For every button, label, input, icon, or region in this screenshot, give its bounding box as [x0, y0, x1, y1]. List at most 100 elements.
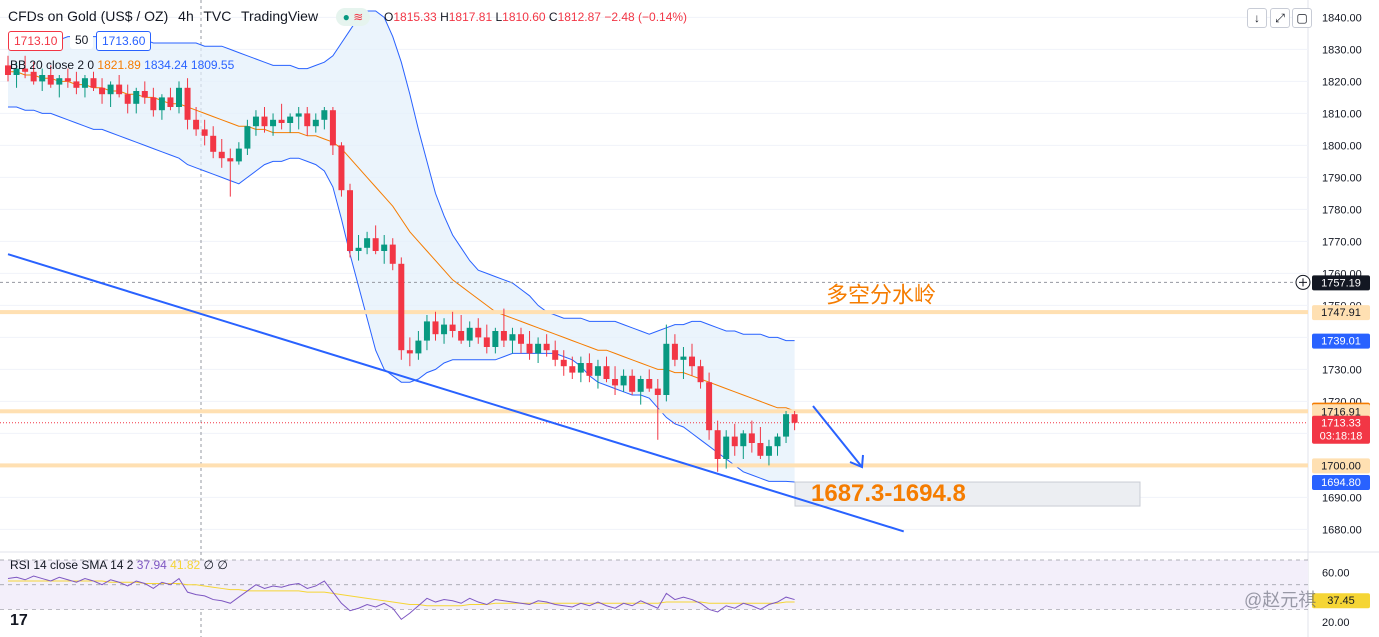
interval-label[interactable]: 4h	[178, 8, 194, 24]
author-watermark: @赵元祺	[1244, 590, 1317, 610]
candle-body	[637, 379, 644, 392]
price-tag	[1312, 458, 1370, 474]
y-tick-label: 1800.00	[1322, 140, 1362, 152]
candle-body	[150, 97, 157, 111]
chart-header: CFDs on Gold (US$ / OZ) 4h TVC TradingVi…	[8, 8, 324, 24]
candle-body	[791, 414, 798, 423]
candle-body	[629, 375, 636, 392]
candle-body	[654, 388, 661, 395]
candle-body	[30, 71, 37, 82]
candle-body	[287, 116, 294, 123]
target-zone-label: 1687.3-1694.8	[811, 480, 966, 507]
rsi-na-2: ∅	[217, 558, 228, 572]
candle-body	[765, 446, 772, 456]
bb-name: BB	[10, 58, 27, 72]
scroll-down-icon[interactable]: ↓	[1247, 8, 1267, 28]
bb-legend[interactable]: BB 20 close 2 0 1821.89 1834.24 1809.55	[10, 58, 234, 72]
candle-body	[193, 119, 200, 130]
candle-body	[535, 343, 542, 354]
y-tick-label: 1730.00	[1322, 364, 1362, 376]
buy-price-button[interactable]: 1713.60	[96, 31, 152, 51]
restore-icon[interactable]: ▢	[1292, 8, 1312, 28]
candle-body	[671, 343, 678, 360]
candle-body	[748, 433, 755, 443]
candle-body	[740, 433, 747, 447]
y-tick-label: 1790.00	[1322, 172, 1362, 184]
candle-body	[295, 113, 302, 117]
candle-body	[518, 334, 524, 344]
spread-label: 50	[70, 31, 94, 49]
candle-body	[56, 78, 63, 85]
candle-body	[124, 94, 131, 104]
support-resistance-level	[0, 310, 1308, 315]
rsi-params: 14 close SMA 14 2	[33, 558, 134, 572]
forecast-arrow	[812, 405, 863, 468]
rsi-na-1: ∅	[203, 558, 214, 572]
fullscreen-icon[interactable]: ⤢	[1270, 8, 1290, 28]
rsi-legend[interactable]: RSI 14 close SMA 14 2 37.94 41.82 ∅ ∅	[10, 558, 228, 572]
candle-body	[64, 78, 71, 82]
candle-body	[398, 263, 405, 351]
tradingview-logo-icon[interactable]: 17	[10, 612, 28, 629]
candle-body	[312, 119, 319, 127]
candle-body	[552, 350, 559, 360]
close-value: 1812.87	[557, 10, 601, 24]
candle-body	[22, 68, 29, 72]
candle-body	[235, 148, 242, 162]
candle-body	[227, 158, 234, 162]
candle-body	[406, 350, 413, 354]
downtrend-line	[7, 253, 905, 533]
sell-price-button[interactable]: 1713.10	[8, 31, 64, 51]
candle-body	[176, 87, 182, 107]
y-tick-label: 1830.00	[1322, 44, 1362, 56]
bb-params: 20 close 2 0	[29, 58, 95, 72]
high-value: 1817.81	[448, 10, 493, 24]
candle-body	[201, 129, 208, 136]
support-resistance-level	[0, 409, 1308, 414]
high-label: H	[440, 10, 449, 24]
price-tag	[1312, 415, 1370, 444]
candle-body	[415, 340, 422, 354]
rsi-last-tag	[1312, 593, 1370, 609]
bb-lower-line	[8, 106, 795, 483]
symbol-title[interactable]: CFDs on Gold (US$ / OZ)	[8, 8, 169, 24]
candle-body	[560, 359, 567, 367]
candle-body	[646, 379, 653, 389]
market-status-badge[interactable]: ● ≋	[336, 8, 370, 26]
rsi-sma-value: 41.82	[170, 558, 201, 572]
price-tag-label: 1747.91	[1321, 307, 1361, 319]
close-label: C	[548, 10, 558, 24]
candle-body	[381, 244, 388, 251]
forecast-arrow-head	[849, 454, 864, 469]
candle-body	[184, 87, 191, 120]
candle-body	[441, 324, 448, 335]
candle-body	[13, 68, 20, 75]
candle-body	[261, 116, 268, 127]
candle-body	[526, 343, 533, 354]
target-zone-box	[794, 481, 1141, 507]
candle-body	[458, 331, 465, 341]
candle-body	[107, 84, 114, 95]
countdown-label: 03:18:18	[1320, 431, 1363, 443]
y-tick-label: 1820.00	[1322, 76, 1362, 88]
candle-body	[218, 151, 225, 159]
change-value: −2.48 (−0.14%)	[604, 10, 688, 24]
candle-body	[423, 321, 430, 341]
rsi-tick-label: 60.00	[1322, 567, 1350, 579]
price-tag-label: 1739.01	[1321, 336, 1361, 348]
rsi-value: 37.94	[136, 558, 167, 572]
candle-body	[73, 81, 80, 88]
candle-body	[39, 75, 46, 82]
y-tick-label: 1810.00	[1322, 108, 1362, 120]
candle-body	[133, 91, 140, 104]
candle-body	[586, 363, 593, 376]
candle-body	[620, 375, 627, 386]
candle-body	[449, 324, 456, 331]
candle-body	[492, 331, 499, 347]
rsi-name: RSI	[10, 558, 31, 572]
candle-body	[141, 91, 148, 98]
open-value: 1815.33	[393, 10, 437, 24]
candle-body	[723, 436, 730, 459]
candle-body	[389, 244, 396, 264]
